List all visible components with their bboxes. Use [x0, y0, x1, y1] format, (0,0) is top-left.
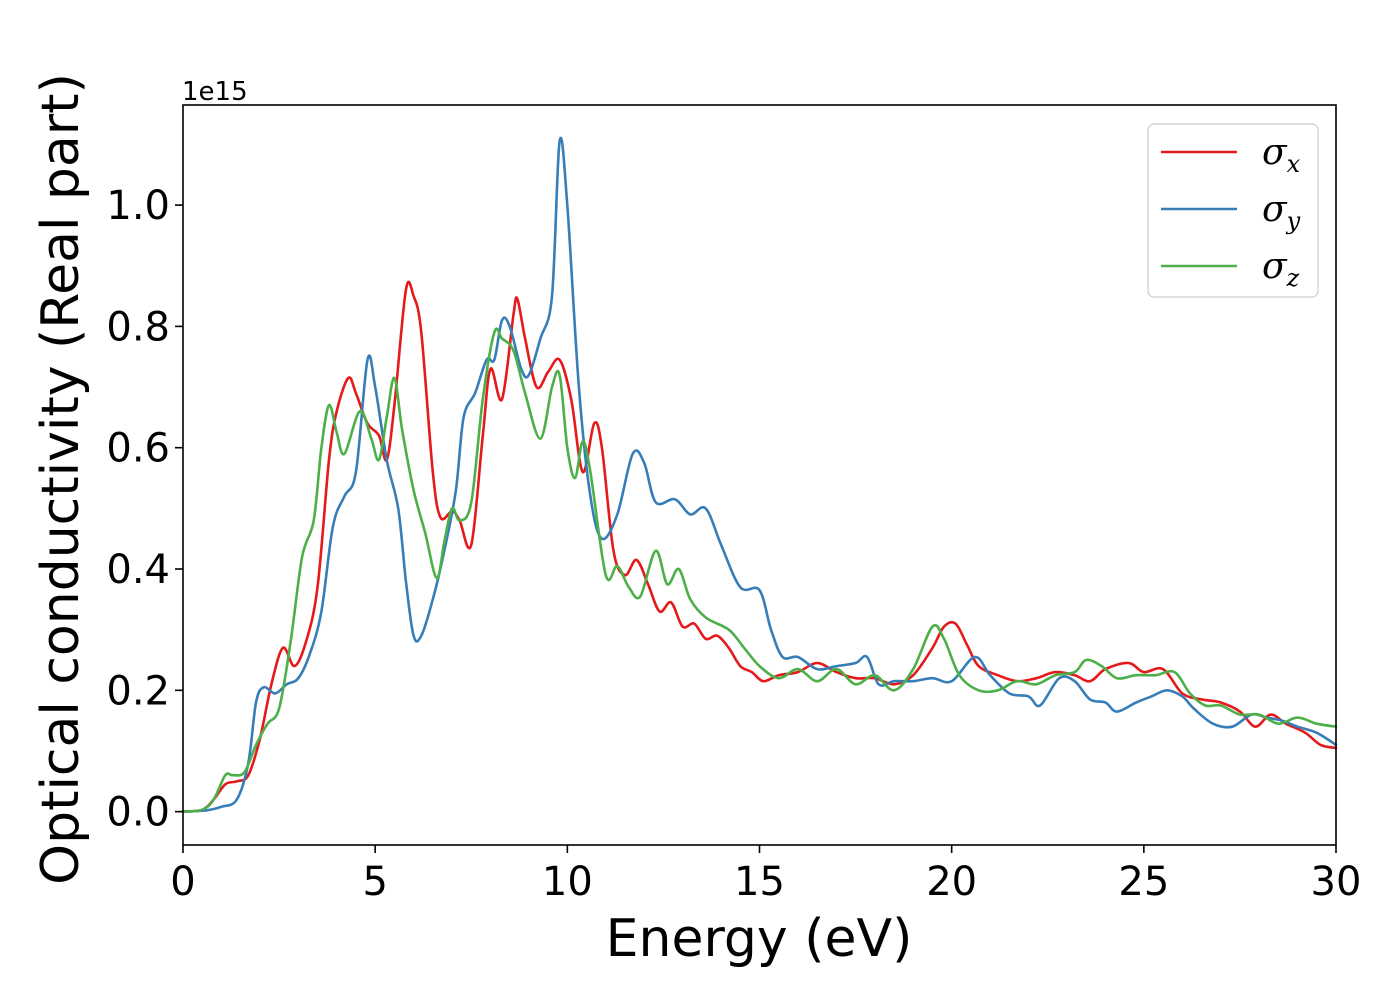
series-line-x: [181, 280, 1338, 813]
x-tick-label: 10: [542, 859, 593, 905]
series-layer: [181, 136, 1338, 813]
y-axis-label: Optical conductivity (Real part): [31, 73, 91, 885]
legend-symbol: σ: [1262, 132, 1288, 173]
x-axis-label: Energy (eV): [606, 909, 913, 969]
x-tick-label: 25: [1118, 859, 1169, 905]
x-tick-label: 20: [926, 859, 977, 905]
series-line-y: [181, 136, 1338, 813]
series-line-z: [181, 327, 1338, 813]
legend-label-z: σz: [1262, 246, 1300, 292]
legend-subscript: x: [1287, 150, 1301, 178]
x-tick-label: 0: [170, 859, 195, 905]
legend-symbol: σ: [1262, 246, 1288, 287]
y-axis: 0.0 0.2 0.4 0.6 0.8 1.0: [106, 183, 183, 836]
legend-subscript: y: [1286, 207, 1301, 235]
x-tick-label: 5: [362, 859, 387, 905]
y-tick-label: 0.8: [106, 304, 170, 350]
plot-area: [181, 104, 1338, 846]
x-tick-label: 30: [1311, 859, 1362, 905]
y-tick-label: 0.4: [106, 547, 170, 593]
x-tick-label: 15: [734, 859, 785, 905]
legend-symbol: σ: [1262, 189, 1288, 230]
legend-label-y: σy: [1262, 189, 1301, 235]
y-tick-label: 1.0: [106, 183, 170, 229]
legend-label-x: σx: [1262, 132, 1301, 178]
y-offset-label: 1e15: [182, 77, 248, 107]
y-tick-label: 0.2: [106, 668, 170, 714]
legend-subscript: z: [1286, 264, 1300, 292]
y-tick-label: 0.0: [106, 790, 170, 836]
y-tick-label: 0.6: [106, 426, 170, 472]
x-axis: 0 5 10 15 20 25 30: [170, 845, 1361, 905]
legend-box: [1147, 123, 1319, 298]
